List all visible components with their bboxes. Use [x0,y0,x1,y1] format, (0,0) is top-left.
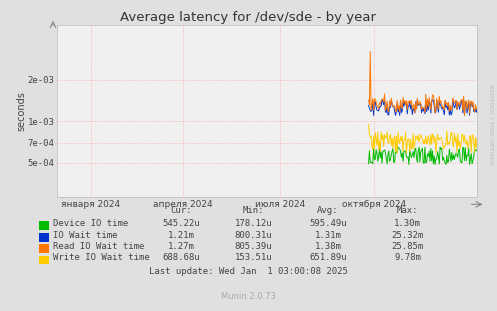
Text: IO Wait time: IO Wait time [53,230,118,239]
Text: 545.22u: 545.22u [163,219,200,228]
Text: Cur:: Cur: [170,206,192,215]
Text: Avg:: Avg: [317,206,339,215]
Text: Min:: Min: [243,206,264,215]
Text: 651.89u: 651.89u [309,253,347,262]
Text: Read IO Wait time: Read IO Wait time [53,242,145,251]
Y-axis label: seconds: seconds [16,91,26,131]
Text: Write IO Wait time: Write IO Wait time [53,253,150,262]
Text: 595.49u: 595.49u [309,219,347,228]
Text: 1.31m: 1.31m [315,230,341,239]
Text: 688.68u: 688.68u [163,253,200,262]
Text: 25.85m: 25.85m [392,242,423,251]
Text: 9.78m: 9.78m [394,253,421,262]
Text: Device IO time: Device IO time [53,219,128,228]
Text: 25.32m: 25.32m [392,230,423,239]
Text: 1.27m: 1.27m [168,242,195,251]
Text: Munin 2.0.73: Munin 2.0.73 [221,291,276,300]
Text: 1.30m: 1.30m [394,219,421,228]
Text: 805.39u: 805.39u [235,242,272,251]
Text: Last update: Wed Jan  1 03:00:08 2025: Last update: Wed Jan 1 03:00:08 2025 [149,267,348,276]
Text: 1.21m: 1.21m [168,230,195,239]
Text: Average latency for /dev/sde - by year: Average latency for /dev/sde - by year [120,11,377,24]
Text: 153.51u: 153.51u [235,253,272,262]
Text: Max:: Max: [397,206,418,215]
Text: RRDTOOL / TOBI OETIKER: RRDTOOL / TOBI OETIKER [489,84,494,165]
Text: 800.31u: 800.31u [235,230,272,239]
Text: 1.38m: 1.38m [315,242,341,251]
Text: 178.12u: 178.12u [235,219,272,228]
